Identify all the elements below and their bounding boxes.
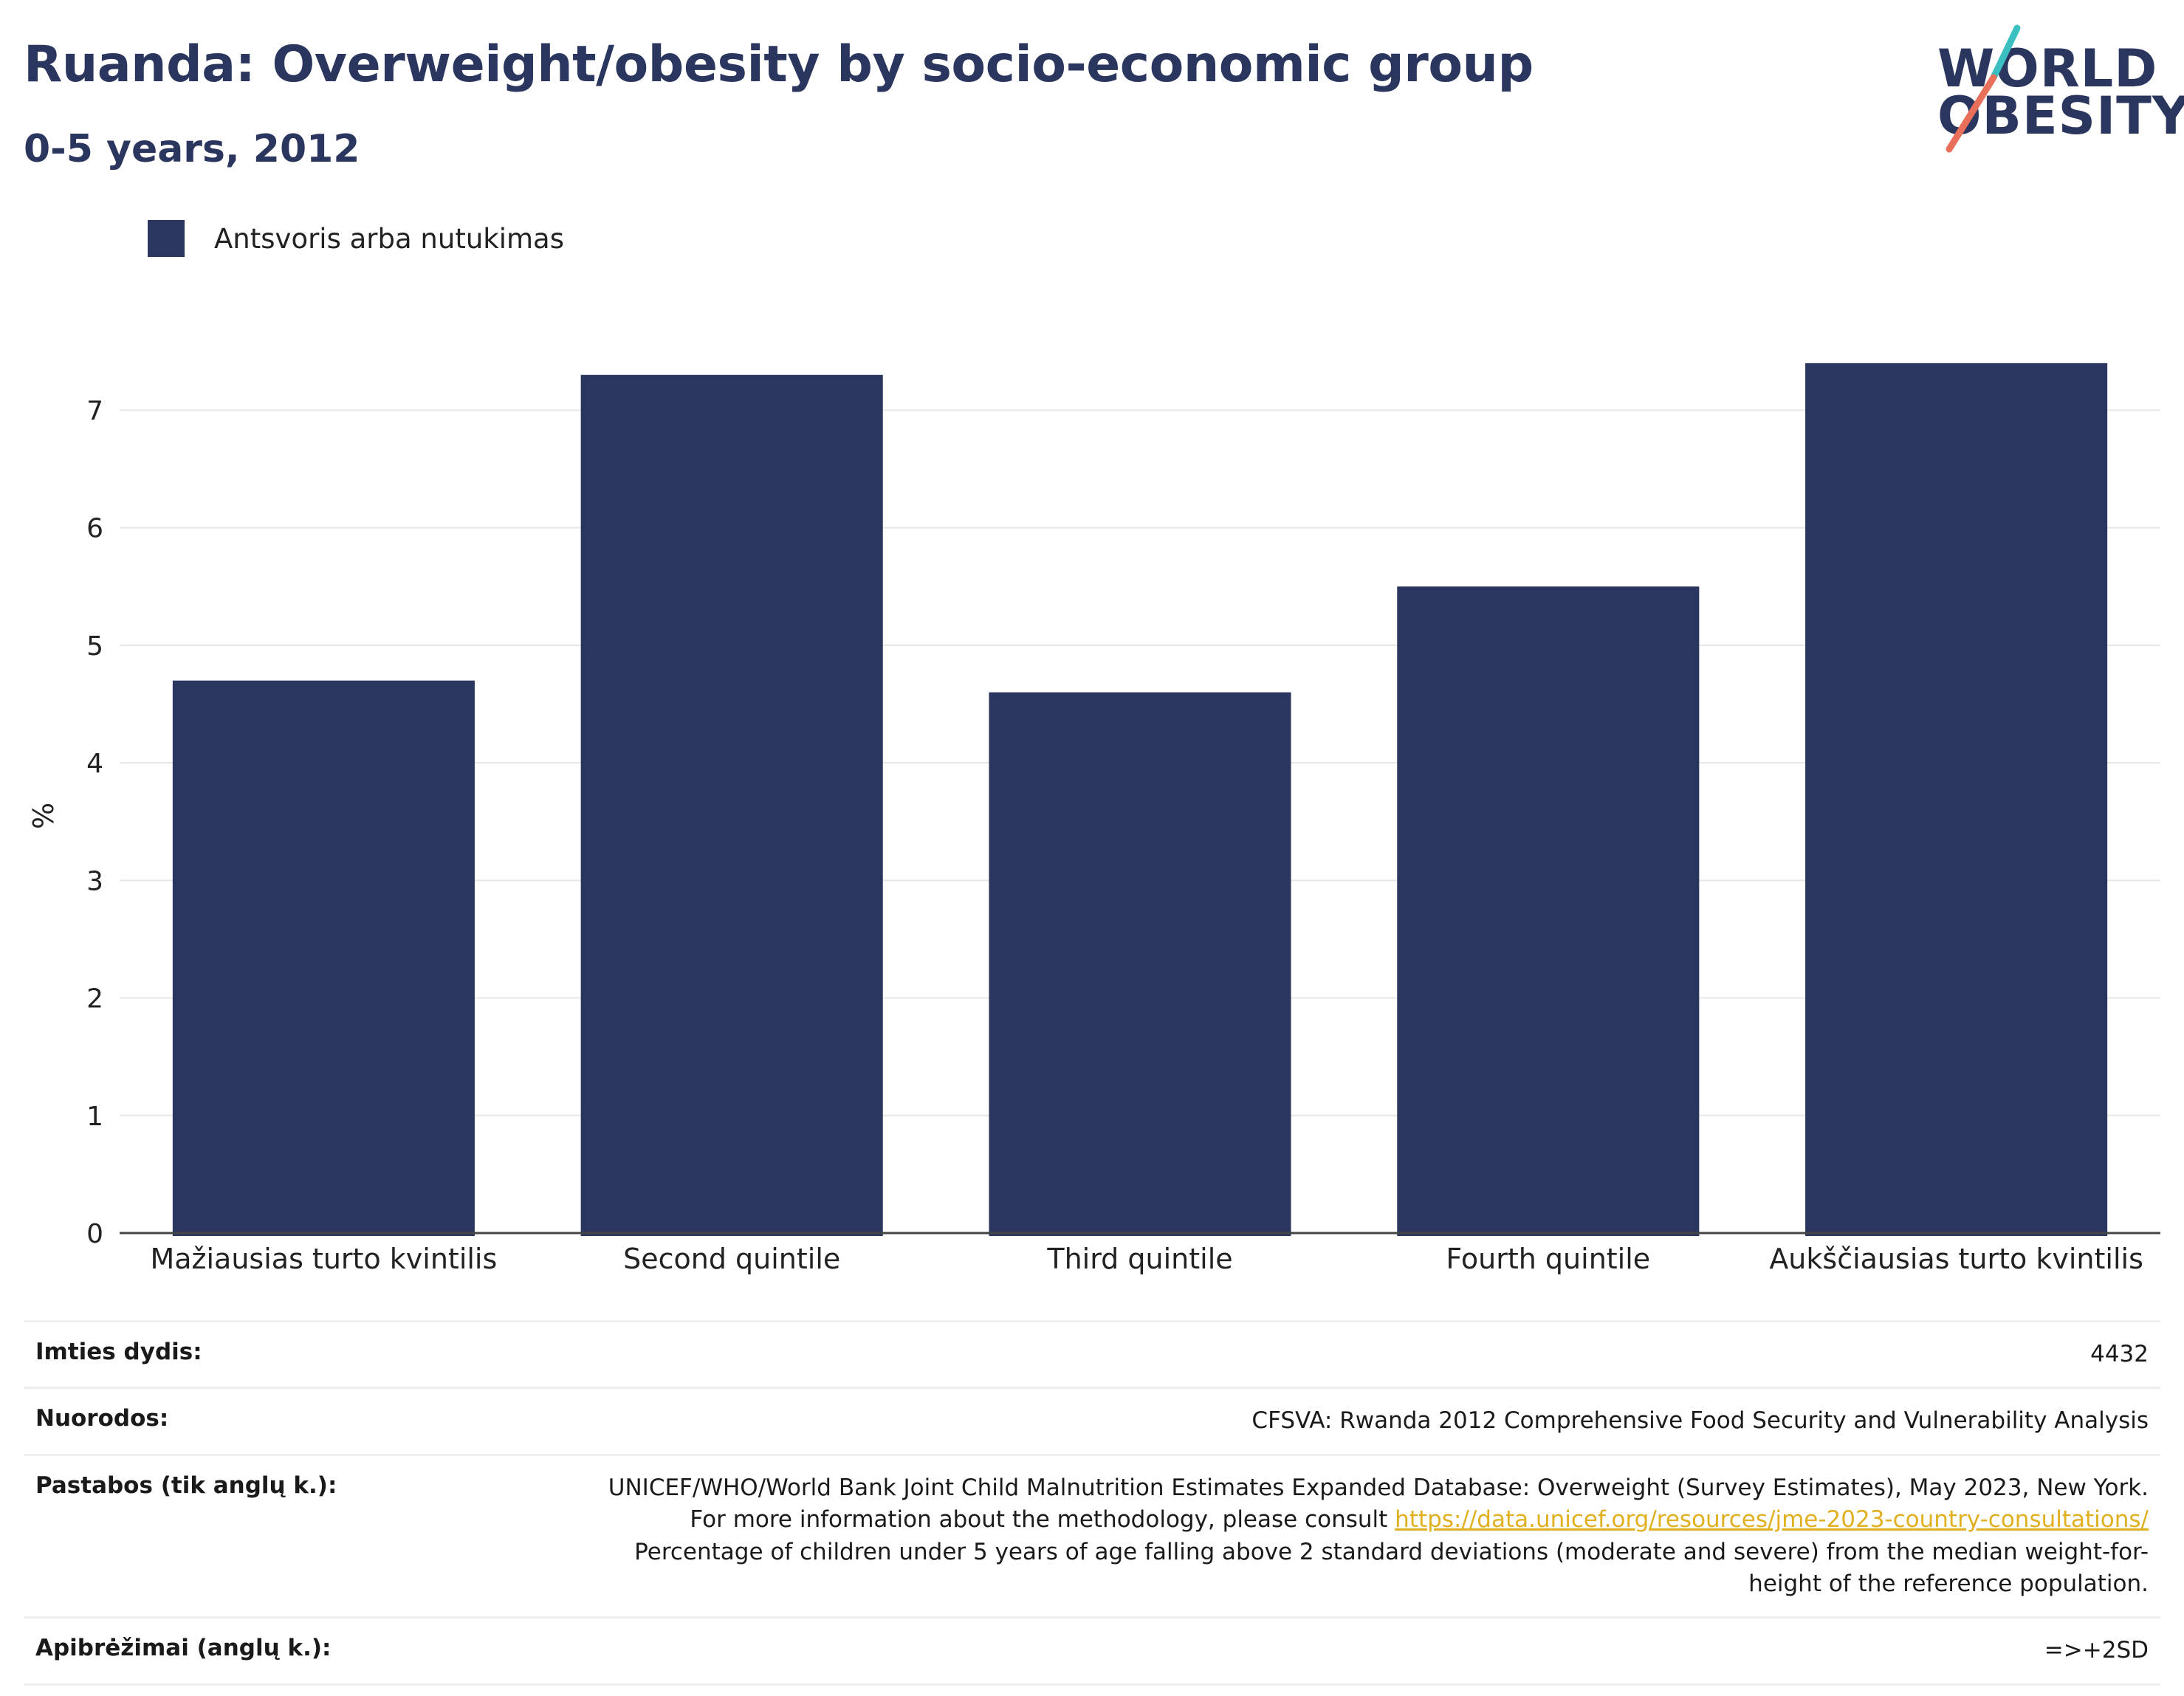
- references-value: CFSVA: Rwanda 2012 Comprehensive Food Se…: [1251, 1407, 2149, 1435]
- x-tick-label: Mažiausias turto kvintilis: [150, 1243, 497, 1275]
- notes-value: UNICEF/WHO/World Bank Joint Child Malnut…: [583, 1472, 2149, 1601]
- meta-row-sample-size: Imties dydis: 4432: [24, 1320, 2160, 1387]
- world-obesity-logo: WORLD OBESITY: [1927, 22, 2184, 155]
- y-tick-label: 1: [86, 1102, 103, 1132]
- y-axis-label: %: [27, 803, 60, 829]
- logo-slash-icon: [1946, 24, 2021, 153]
- y-tick-label: 0: [86, 1219, 103, 1249]
- y-tick-label: 2: [86, 984, 103, 1014]
- y-tick-label: 6: [86, 514, 103, 544]
- bar-0: [172, 680, 475, 1236]
- definitions-value: =>+2SD: [2044, 1637, 2149, 1664]
- notes-text-2: Percentage of children under 5 years of …: [634, 1538, 2149, 1597]
- legend-label: Antsvoris arba nutukimas: [214, 222, 564, 255]
- sample-size-label: Imties dydis:: [35, 1339, 202, 1365]
- chart-subtitle: 0-5 years, 2012: [24, 127, 360, 171]
- logo-line-1: WORLD: [1937, 38, 2158, 99]
- y-tick-label: 4: [86, 749, 103, 779]
- y-tick-label: 5: [86, 631, 103, 662]
- sample-size-value: 4432: [2090, 1341, 2149, 1367]
- notes-text-1: UNICEF/WHO/World Bank Joint Child Malnut…: [608, 1474, 2149, 1534]
- definitions-label: Apibrėžimai (anglų k.):: [35, 1635, 332, 1662]
- bar-chart: 0 1 2 3 4 5 6 7% Mažiausias turto kvintilis Secon…: [27, 363, 2160, 1275]
- chart-title: Ruanda: Overweight/obesity by socio-econ…: [24, 35, 1534, 94]
- bar-1: [580, 374, 883, 1236]
- notes-label: Pastabos (tik anglų k.):: [35, 1472, 337, 1499]
- x-tick-label: Aukščiausias turto kvintilis: [1769, 1243, 2143, 1275]
- chart-legend: Antsvoris arba nutukimas: [148, 220, 564, 257]
- bar-3: [1397, 586, 1700, 1236]
- metadata-table: Imties dydis: 4432 Nuorodos: CFSVA: Rwan…: [24, 1320, 2160, 1686]
- bar-2: [989, 692, 1291, 1236]
- meta-row-notes: Pastabos (tik anglų k.): UNICEF/WHO/Worl…: [24, 1453, 2160, 1617]
- x-tick-label: Second quintile: [623, 1243, 840, 1275]
- y-tick-label: 7: [86, 396, 103, 427]
- meta-row-definitions: Apibrėžimai (anglų k.): =>+2SD: [24, 1616, 2160, 1686]
- notes-link[interactable]: https://data.unicef.org/resources/jme-20…: [1395, 1506, 2149, 1534]
- legend-swatch: [148, 220, 185, 257]
- y-tick-label: 3: [86, 866, 103, 896]
- meta-row-references: Nuorodos: CFSVA: Rwanda 2012 Comprehensi…: [24, 1387, 2160, 1453]
- x-tick-label: Fourth quintile: [1446, 1243, 1650, 1275]
- references-label: Nuorodos:: [35, 1405, 169, 1432]
- x-tick-label: Third quintile: [1046, 1243, 1232, 1275]
- bar-4: [1805, 363, 2108, 1237]
